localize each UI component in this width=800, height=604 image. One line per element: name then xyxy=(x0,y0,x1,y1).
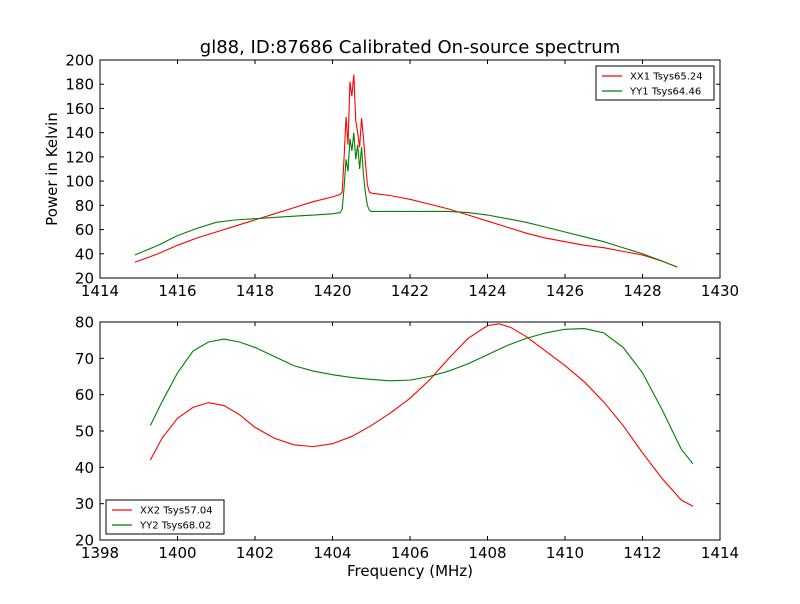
legend-bottom: XX2 Tsys57.04 YY2 Tsys68.02 xyxy=(105,499,225,535)
legend-top: XX1 Tsys65.24 YY1 Tsys64.46 xyxy=(595,65,715,101)
x-tick-label: 1414 xyxy=(701,544,739,562)
chart-panel-bottom: 1398 1400 1402 1404 1406 1408 1410 1412 1414 20 30… xyxy=(75,314,739,581)
series-line-bottom-2 xyxy=(149,327,694,465)
y-tick-label: 70 xyxy=(75,350,94,368)
y-tick-label: 100 xyxy=(65,173,94,191)
series-line-bottom-1 xyxy=(149,323,694,507)
series-line-top-1 xyxy=(134,74,678,268)
y-tick-label: 160 xyxy=(65,100,94,118)
y-tick-label: 40 xyxy=(75,245,94,263)
x-tick-label: 1400 xyxy=(158,544,196,562)
x-tick-label: 1414 xyxy=(81,282,119,300)
series-line-top-2 xyxy=(134,132,678,268)
y-tick-label: 20 xyxy=(75,532,94,550)
legend-label: XX2 Tsys57.04 xyxy=(140,506,213,517)
x-tick-label: 1426 xyxy=(546,282,584,300)
y-tick-label: 60 xyxy=(75,386,94,404)
x-tick-label: 1424 xyxy=(468,282,506,300)
legend-label: YY2 Tsys68.02 xyxy=(139,521,211,532)
y-axis-label: Power in Kelvin xyxy=(43,112,61,226)
x-tick-label: 1420 xyxy=(313,282,351,300)
legend-box xyxy=(105,499,225,535)
legend-box xyxy=(595,65,715,101)
series-group-bottom xyxy=(149,323,694,507)
x-tick-label: 1410 xyxy=(546,544,584,562)
x-tick-label: 1430 xyxy=(701,282,739,300)
x-tick-label: 1422 xyxy=(391,282,429,300)
x-tick-label: 1406 xyxy=(391,544,429,562)
y-tick-label: 30 xyxy=(75,495,94,513)
legend-label: XX1 Tsys65.24 xyxy=(630,72,703,83)
y-tick-label: 80 xyxy=(75,314,94,332)
x-tick-label: 1402 xyxy=(236,544,274,562)
x-tick-label: 1408 xyxy=(468,544,506,562)
y-tick-label: 80 xyxy=(75,197,94,215)
x-tick-label: 1404 xyxy=(313,544,351,562)
y-tick-label: 200 xyxy=(65,52,94,70)
y-tick-label: 50 xyxy=(75,423,94,441)
x-tick-label: 1428 xyxy=(623,282,661,300)
x-tick-label: 1418 xyxy=(236,282,274,300)
x-tick-label: 1398 xyxy=(81,544,119,562)
x-tick-label: 1416 xyxy=(158,282,196,300)
legend-label: YY1 Tsys64.46 xyxy=(629,87,701,98)
y-tick-label: 140 xyxy=(65,124,94,142)
chart-title: gl88, ID:87686 Calibrated On-source spec… xyxy=(200,37,620,58)
y-tick-label: 60 xyxy=(75,221,94,239)
x-tick-label: 1412 xyxy=(623,544,661,562)
series-group-top xyxy=(134,74,678,268)
y-tick-label: 40 xyxy=(75,459,94,477)
y-tick-label: 180 xyxy=(65,76,94,94)
chart-panel-top: 1414 1416 1418 1420 1422 1424 1426 1428 1430 20 40… xyxy=(43,52,739,301)
y-tick-label: 120 xyxy=(65,148,94,166)
y-tick-label: 20 xyxy=(75,270,94,288)
x-axis-label: Frequency (MHz) xyxy=(347,562,473,580)
